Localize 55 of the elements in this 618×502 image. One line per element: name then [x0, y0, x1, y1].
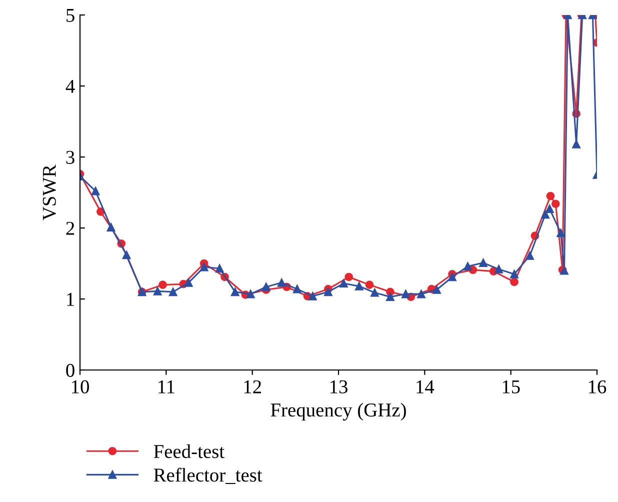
- point: [510, 278, 518, 286]
- point: [464, 262, 472, 271]
- legend-label: Feed-test: [154, 444, 224, 458]
- point: [158, 280, 167, 289]
- point: [308, 292, 317, 300]
- point: [432, 286, 441, 294]
- point: [546, 192, 555, 200]
- y-tick-label: 1: [67, 292, 74, 306]
- point: [402, 290, 410, 298]
- point: [340, 279, 348, 288]
- x-tick-label: 14: [416, 380, 434, 394]
- point: [370, 288, 379, 297]
- point: [215, 264, 224, 273]
- point: [184, 278, 193, 287]
- point: [417, 290, 426, 298]
- x-tick-label: 12: [244, 380, 261, 394]
- point: [122, 250, 131, 260]
- x-axis-title: Frequency (GHz): [270, 402, 406, 421]
- point: [526, 252, 534, 260]
- point: [572, 140, 580, 148]
- y-tick-label: 4: [66, 80, 75, 93]
- x-tick-label: 10: [72, 380, 89, 394]
- point: [510, 270, 518, 278]
- point: [230, 288, 240, 296]
- point: [479, 258, 488, 267]
- point: [386, 292, 394, 302]
- point: [153, 287, 162, 296]
- y-tick-label: 2: [66, 222, 74, 235]
- point: [246, 290, 255, 298]
- x-tick-label: 11: [158, 380, 174, 394]
- point: [494, 265, 503, 274]
- point: [277, 278, 286, 287]
- point: [324, 288, 332, 296]
- point: [168, 288, 178, 296]
- x-tick-label: 15: [502, 380, 520, 394]
- point: [355, 282, 364, 290]
- point: [344, 272, 354, 282]
- x-tick-label: 13: [330, 380, 348, 394]
- point: [541, 210, 550, 219]
- legend-label: Reflector_test: [154, 468, 262, 484]
- y-tick-label: 0: [66, 364, 74, 377]
- point: [365, 280, 374, 289]
- y-axis-title: VSWR: [42, 164, 56, 220]
- point: [551, 200, 560, 208]
- point: [448, 272, 456, 282]
- y-tick-label: 5: [66, 9, 74, 22]
- point: [91, 186, 100, 196]
- point: [292, 284, 302, 294]
- point: [545, 204, 554, 213]
- point: [200, 262, 208, 272]
- point: [262, 282, 270, 292]
- point: [556, 228, 565, 238]
- point: [106, 223, 116, 232]
- y-tick-label: 3: [66, 150, 74, 164]
- x-tick-label: 16: [588, 380, 606, 394]
